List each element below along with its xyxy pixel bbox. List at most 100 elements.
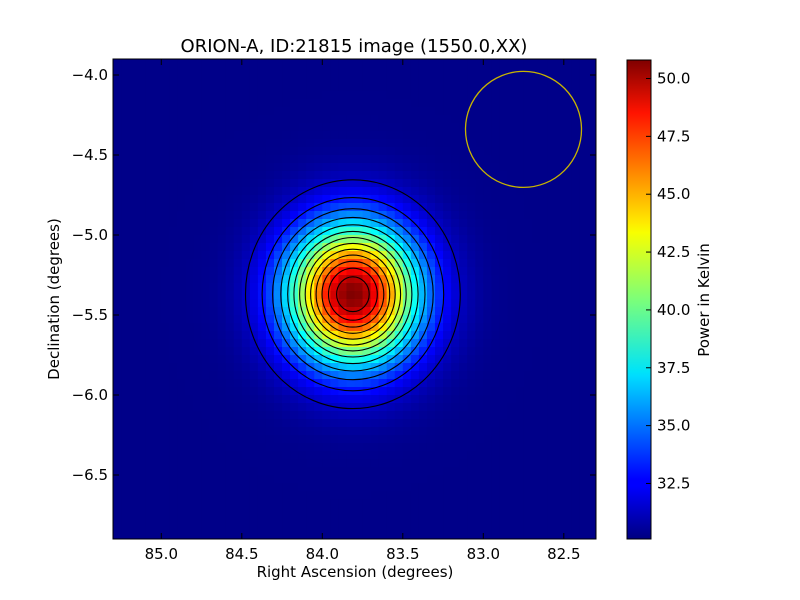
- heatmap-cell: [531, 323, 541, 332]
- heatmap-cell: [185, 195, 195, 204]
- heatmap-cell: [161, 499, 170, 508]
- heatmap-cell: [137, 451, 146, 460]
- heatmap-cell: [257, 115, 267, 124]
- heatmap-cell: [306, 491, 315, 500]
- heatmap-cell: [330, 139, 339, 148]
- heatmap-cell: [177, 515, 187, 524]
- heatmap-cell: [426, 363, 436, 372]
- heatmap-cell: [265, 427, 275, 436]
- colorbar-axis: 32.535.037.540.042.545.047.550.0: [646, 70, 690, 492]
- heatmap-cell: [426, 259, 436, 268]
- heatmap-cell: [418, 403, 428, 412]
- heatmap-cell: [209, 515, 219, 524]
- heatmap-cell: [225, 379, 235, 388]
- heatmap-cell: [571, 467, 581, 476]
- heatmap-cell: [402, 59, 412, 68]
- heatmap-cell: [282, 291, 291, 300]
- heatmap-cell: [161, 363, 170, 372]
- heatmap-cell: [418, 499, 428, 508]
- heatmap-cell: [113, 475, 122, 484]
- heatmap-cell: [451, 203, 460, 212]
- heatmap-cell: [322, 275, 331, 284]
- heatmap-cell: [201, 139, 211, 148]
- heatmap-cell: [233, 515, 243, 524]
- heatmap-cell: [531, 243, 541, 252]
- heatmap-cell: [330, 411, 339, 420]
- heatmap-cell: [113, 507, 122, 516]
- heatmap-cell: [113, 259, 122, 268]
- heatmap-cell: [555, 283, 565, 292]
- heatmap-cell: [121, 427, 130, 436]
- heatmap-cell: [282, 419, 291, 428]
- heatmap-cell: [193, 283, 203, 292]
- heatmap-cell: [362, 195, 372, 204]
- contour-line: [280, 216, 426, 372]
- heatmap-cell: [402, 419, 412, 428]
- heatmap-cell: [394, 155, 404, 164]
- heatmap-cell: [193, 171, 203, 180]
- heatmap-cell: [298, 483, 307, 492]
- heatmap-cell: [274, 219, 283, 228]
- heatmap-cell: [306, 523, 315, 532]
- heatmap-cell: [563, 123, 573, 132]
- heatmap-cell: [402, 411, 412, 420]
- heatmap-cell: [491, 451, 500, 460]
- heatmap-cell: [177, 163, 187, 172]
- heatmap-cell: [185, 267, 195, 276]
- heatmap-cell: [274, 59, 283, 68]
- heatmap-cell: [193, 483, 203, 492]
- heatmap-cell: [410, 371, 420, 380]
- heatmap-cell: [418, 115, 428, 124]
- heatmap-cell: [459, 307, 468, 316]
- heatmap-cell: [129, 459, 138, 468]
- heatmap-cell: [217, 251, 227, 260]
- heatmap-cell: [274, 211, 283, 220]
- heatmap-cell: [290, 323, 299, 332]
- heatmap-cell: [257, 275, 267, 284]
- contour-line: [293, 230, 413, 358]
- heatmap-cell: [523, 219, 533, 228]
- heatmap-cell: [177, 299, 187, 308]
- heatmap-cell: [378, 523, 388, 532]
- heatmap-cell: [241, 459, 251, 468]
- heatmap-cell: [418, 251, 428, 260]
- heatmap-cell: [491, 419, 500, 428]
- heatmap-cell: [177, 123, 187, 132]
- heatmap-cell: [193, 155, 203, 164]
- heatmap-cell: [169, 483, 178, 492]
- heatmap-cell: [185, 307, 195, 316]
- heatmap-cell: [459, 371, 468, 380]
- heatmap-cell: [386, 363, 396, 372]
- heatmap-cell: [418, 211, 428, 220]
- heatmap-cell: [370, 315, 380, 324]
- heatmap-cell: [257, 411, 267, 420]
- heatmap-cell: [354, 307, 364, 316]
- heatmap-cell: [290, 235, 299, 244]
- heatmap-cell: [282, 491, 291, 500]
- heatmap-cell: [451, 451, 460, 460]
- x-tick-label: 85.0: [145, 545, 178, 563]
- heatmap-cell: [507, 395, 517, 404]
- heatmap-cell: [257, 467, 267, 476]
- heatmap-cell: [378, 387, 388, 396]
- y-tick-label: −5.5: [72, 306, 108, 324]
- heatmap-cell: [451, 291, 460, 300]
- heatmap-cell: [169, 243, 178, 252]
- heatmap-cell: [209, 331, 219, 340]
- heatmap-cell: [491, 259, 500, 268]
- heatmap-cell: [435, 67, 444, 76]
- heatmap-cell: [265, 211, 275, 220]
- heatmap-cell: [217, 467, 227, 476]
- y-tick-label: −5.0: [72, 226, 108, 244]
- heatmap-cell: [555, 475, 565, 484]
- heatmap-cell: [378, 363, 388, 372]
- heatmap-cell: [394, 371, 404, 380]
- heatmap-cell: [418, 427, 428, 436]
- heatmap-cell: [330, 515, 339, 524]
- heatmap-cell: [555, 115, 565, 124]
- heatmap-cell: [290, 67, 299, 76]
- heatmap-cell: [177, 331, 187, 340]
- heatmap-cell: [169, 427, 178, 436]
- heatmap-cell: [306, 171, 315, 180]
- heatmap-cell: [113, 75, 122, 84]
